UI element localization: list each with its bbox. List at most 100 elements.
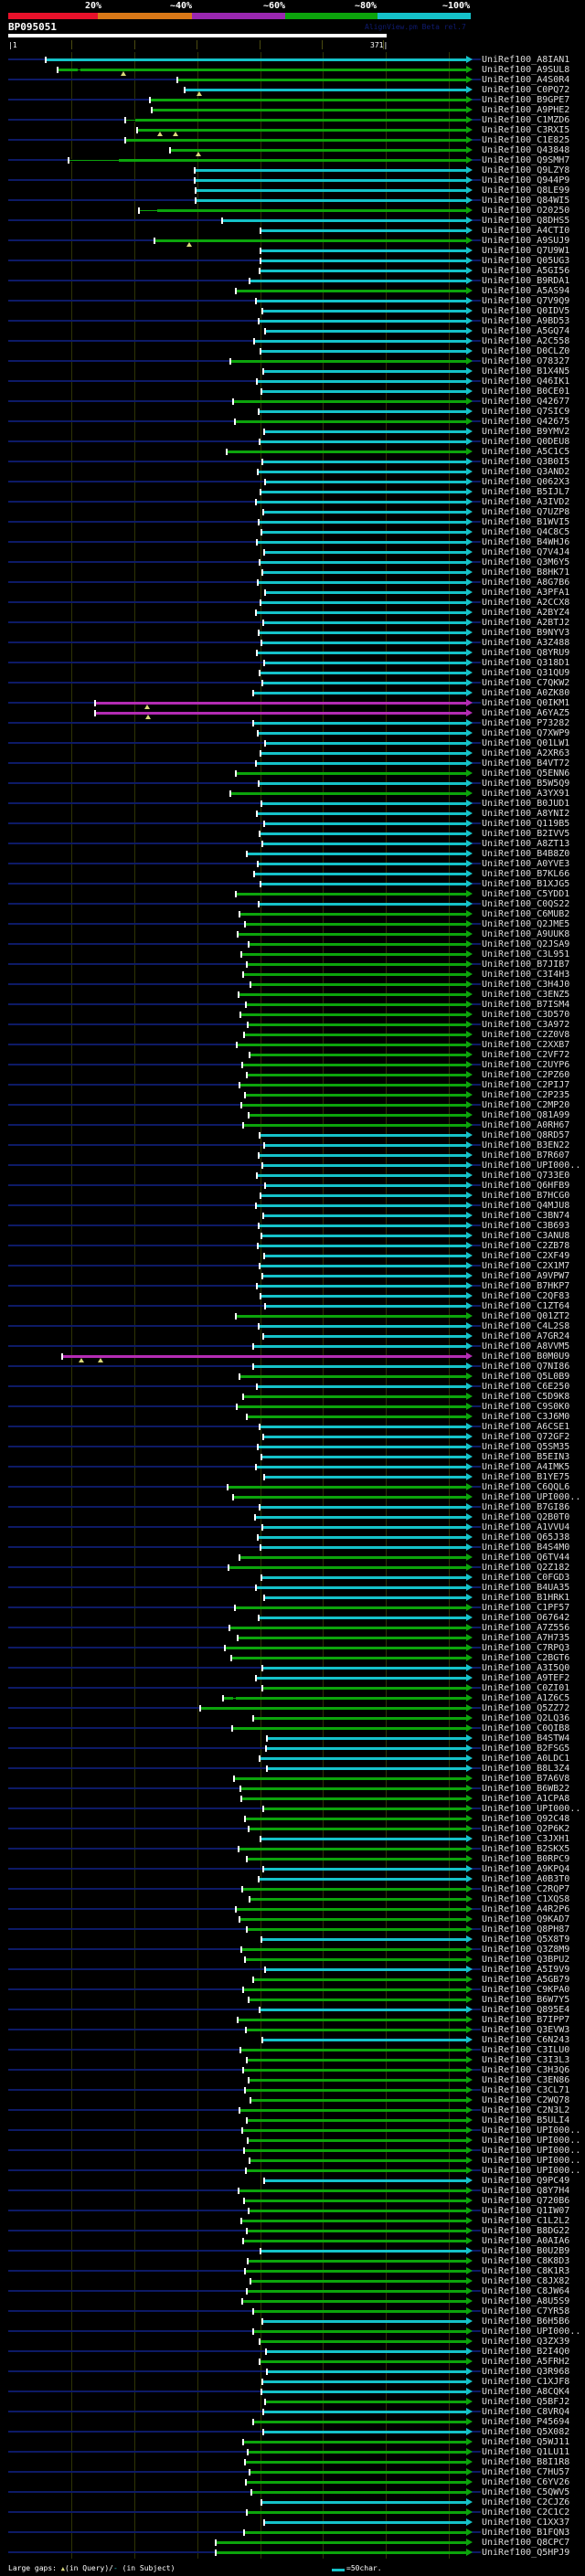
hit-label[interactable]: UniRef100_A8ZT13 [482,839,570,849]
alignment-row[interactable]: UniRef100_C3H3Q6 [0,2065,585,2075]
hit-bar[interactable] [260,2009,466,2011]
hit-bar[interactable] [264,1255,466,1257]
hit-label[interactable]: UniRef100_B4VT72 [482,758,570,769]
alignment-row[interactable]: UniRef100_Q7SIC9 [0,407,585,417]
hit-label[interactable]: UniRef100_C0ZI01 [482,1683,570,1693]
hit-label[interactable]: UniRef100_C1XX37 [482,2518,570,2528]
hit-bar[interactable] [248,1023,466,1026]
hit-label[interactable]: UniRef100_A2BTJ2 [482,618,570,628]
hit-bar[interactable] [236,893,466,896]
alignment-row[interactable]: UniRef100_C2RQP7 [0,1884,585,1894]
hit-bar[interactable] [247,1858,466,1860]
hit-label[interactable]: UniRef100_C6E250 [482,1382,570,1392]
hit-bar[interactable] [261,601,466,604]
hit-bar[interactable] [246,1003,466,1006]
hit-label[interactable]: UniRef100_UPI000.. [482,2327,581,2337]
hit-bar[interactable] [243,973,466,976]
alignment-row[interactable]: UniRef100_UPI000.. [0,2166,585,2176]
hit-bar[interactable] [250,983,466,986]
hit-label[interactable]: UniRef100_C3ANU8 [482,1231,570,1241]
hit-label[interactable]: UniRef100_Q43848 [482,145,570,155]
alignment-row[interactable]: UniRef100_Q2Z182 [0,1563,585,1573]
hit-bar[interactable] [260,1265,466,1267]
hit-label[interactable]: UniRef100_Q7XWP9 [482,728,570,738]
hit-label[interactable]: UniRef100_A2C558 [482,336,570,346]
hit-label[interactable]: UniRef100_B0JUD1 [482,799,570,809]
hit-label[interactable]: UniRef100_B7HKP7 [482,1281,570,1291]
alignment-row[interactable]: UniRef100_C3EN86 [0,2075,585,2085]
hit-label[interactable]: UniRef100_B6W7Y5 [482,1995,570,2005]
hit-bar[interactable] [261,1235,466,1237]
hit-label[interactable]: UniRef100_Q2LQ36 [482,1713,570,1723]
hit-bar[interactable] [261,2501,466,2504]
alignment-row[interactable]: UniRef100_Q895E4 [0,2005,585,2015]
hit-bar[interactable] [257,380,466,383]
hit-label[interactable]: UniRef100_P73282 [482,718,570,728]
hit-label[interactable]: UniRef100_Q3Z8M9 [482,1945,570,1955]
alignment-row[interactable]: UniRef100_UPI000.. [0,2156,585,2166]
alignment-row[interactable]: UniRef100_B0JUD1 [0,799,585,809]
hit-label[interactable]: UniRef100_C2Z0V8 [482,1030,570,1040]
alignment-row[interactable]: UniRef100_Q31QU9 [0,668,585,678]
hit-label[interactable]: UniRef100_Q7NI86 [482,1362,570,1372]
hit-bar[interactable] [256,1466,466,1468]
hit-label[interactable]: UniRef100_C2XXB7 [482,1040,570,1050]
alignment-row[interactable]: UniRef100_Q42675 [0,417,585,427]
hit-label[interactable]: UniRef100_C0QIB8 [482,1723,570,1733]
alignment-row[interactable]: UniRef100_Q5SM35 [0,1442,585,1452]
hit-label[interactable]: UniRef100_B7ISM4 [482,1000,570,1010]
alignment-row[interactable]: UniRef100_A5GB79 [0,1975,585,1985]
hit-label[interactable]: UniRef100_Q2B0T0 [482,1512,570,1522]
alignment-row[interactable]: UniRef100_A8IAN1 [0,55,585,65]
hit-label[interactable]: UniRef100_C2BGT6 [482,1653,570,1663]
alignment-row[interactable]: UniRef100_A9UUK8 [0,929,585,939]
hit-bar[interactable] [263,2411,466,2413]
alignment-row[interactable]: UniRef100_A9PHE2 [0,105,585,115]
hit-label[interactable]: UniRef100_C3JXH1 [482,1834,570,1844]
hit-bar[interactable] [238,2019,466,2021]
alignment-row[interactable]: UniRef100_A2BTJ2 [0,618,585,628]
hit-label[interactable]: UniRef100_A2CCX8 [482,598,570,608]
alignment-row[interactable]: UniRef100_Q0IKM1 [0,698,585,709]
alignment-row[interactable]: UniRef100_B4S4M0 [0,1542,585,1553]
alignment-row[interactable]: UniRef100_Q733E0 [0,1171,585,1181]
hit-label[interactable]: UniRef100_C2RQP7 [482,1884,570,1894]
hit-bar[interactable] [262,1687,466,1690]
hit-label[interactable]: UniRef100_C2P235 [482,1090,570,1100]
hit-bar[interactable] [241,1797,466,1800]
hit-bar[interactable] [235,420,466,423]
alignment-row[interactable]: UniRef100_A5GI56 [0,266,585,276]
hit-label[interactable]: UniRef100_B0M0U9 [482,1352,570,1362]
hit-label[interactable]: UniRef100_C2WQ78 [482,2095,570,2105]
alignment-row[interactable]: UniRef100_B5EIN3 [0,1452,585,1462]
hit-bar[interactable] [248,2139,466,2142]
hit-label[interactable]: UniRef100_O67642 [482,1613,570,1623]
hit-bar[interactable] [239,1084,466,1087]
alignment-row[interactable]: UniRef100_Q5ZZ72 [0,1703,585,1713]
hit-bar[interactable] [265,1305,466,1308]
hit-bar[interactable] [261,1194,466,1197]
alignment-row[interactable]: UniRef100_Q92C48 [0,1814,585,1824]
hit-bar[interactable] [258,1536,466,1539]
alignment-row[interactable]: UniRef100_C2X1M7 [0,1261,585,1271]
hit-label[interactable]: UniRef100_A5C1C5 [482,447,570,457]
hit-label[interactable]: UniRef100_C9KPA0 [482,1985,570,1995]
alignment-row[interactable]: UniRef100_A5I9V9 [0,1965,585,1975]
alignment-row[interactable]: UniRef100_A2XR63 [0,748,585,758]
hit-label[interactable]: UniRef100_C9S0K0 [482,1402,570,1412]
hit-bar[interactable] [265,1968,466,1971]
hit-label[interactable]: UniRef100_C1ZT64 [482,1301,570,1311]
hit-label[interactable]: UniRef100_Q895E4 [482,2005,570,2015]
alignment-row[interactable]: UniRef100_Q5X082 [0,2427,585,2437]
hit-bar[interactable] [263,511,466,514]
hit-bar[interactable] [95,712,466,715]
alignment-row[interactable]: UniRef100_Q7U9W1 [0,246,585,256]
alignment-row[interactable]: UniRef100_P73282 [0,718,585,728]
hit-label[interactable]: UniRef100_Q42677 [482,397,570,407]
alignment-row[interactable]: UniRef100_A4IMK5 [0,1462,585,1472]
hit-bar[interactable] [264,822,466,825]
hit-bar[interactable] [245,2461,466,2464]
hit-bar[interactable] [259,1154,466,1157]
alignment-row[interactable]: UniRef100_Q43848 [0,145,585,156]
hit-bar[interactable] [243,2069,466,2072]
